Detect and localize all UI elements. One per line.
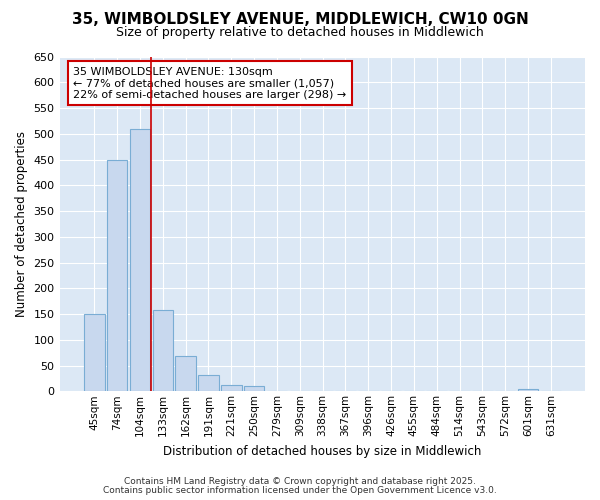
Bar bbox=[84, 314, 104, 392]
Text: Contains public sector information licensed under the Open Government Licence v3: Contains public sector information licen… bbox=[103, 486, 497, 495]
Bar bbox=[152, 310, 173, 392]
Bar bbox=[518, 388, 538, 392]
Bar bbox=[107, 160, 127, 392]
Bar bbox=[175, 356, 196, 392]
Text: 35, WIMBOLDSLEY AVENUE, MIDDLEWICH, CW10 0GN: 35, WIMBOLDSLEY AVENUE, MIDDLEWICH, CW10… bbox=[71, 12, 529, 28]
Bar bbox=[221, 384, 242, 392]
Bar bbox=[244, 386, 265, 392]
Text: 35 WIMBOLDSLEY AVENUE: 130sqm
← 77% of detached houses are smaller (1,057)
22% o: 35 WIMBOLDSLEY AVENUE: 130sqm ← 77% of d… bbox=[73, 66, 347, 100]
Bar bbox=[198, 375, 219, 392]
X-axis label: Distribution of detached houses by size in Middlewich: Distribution of detached houses by size … bbox=[163, 444, 482, 458]
Y-axis label: Number of detached properties: Number of detached properties bbox=[15, 131, 28, 317]
Bar bbox=[130, 128, 150, 392]
Text: Size of property relative to detached houses in Middlewich: Size of property relative to detached ho… bbox=[116, 26, 484, 39]
Text: Contains HM Land Registry data © Crown copyright and database right 2025.: Contains HM Land Registry data © Crown c… bbox=[124, 477, 476, 486]
